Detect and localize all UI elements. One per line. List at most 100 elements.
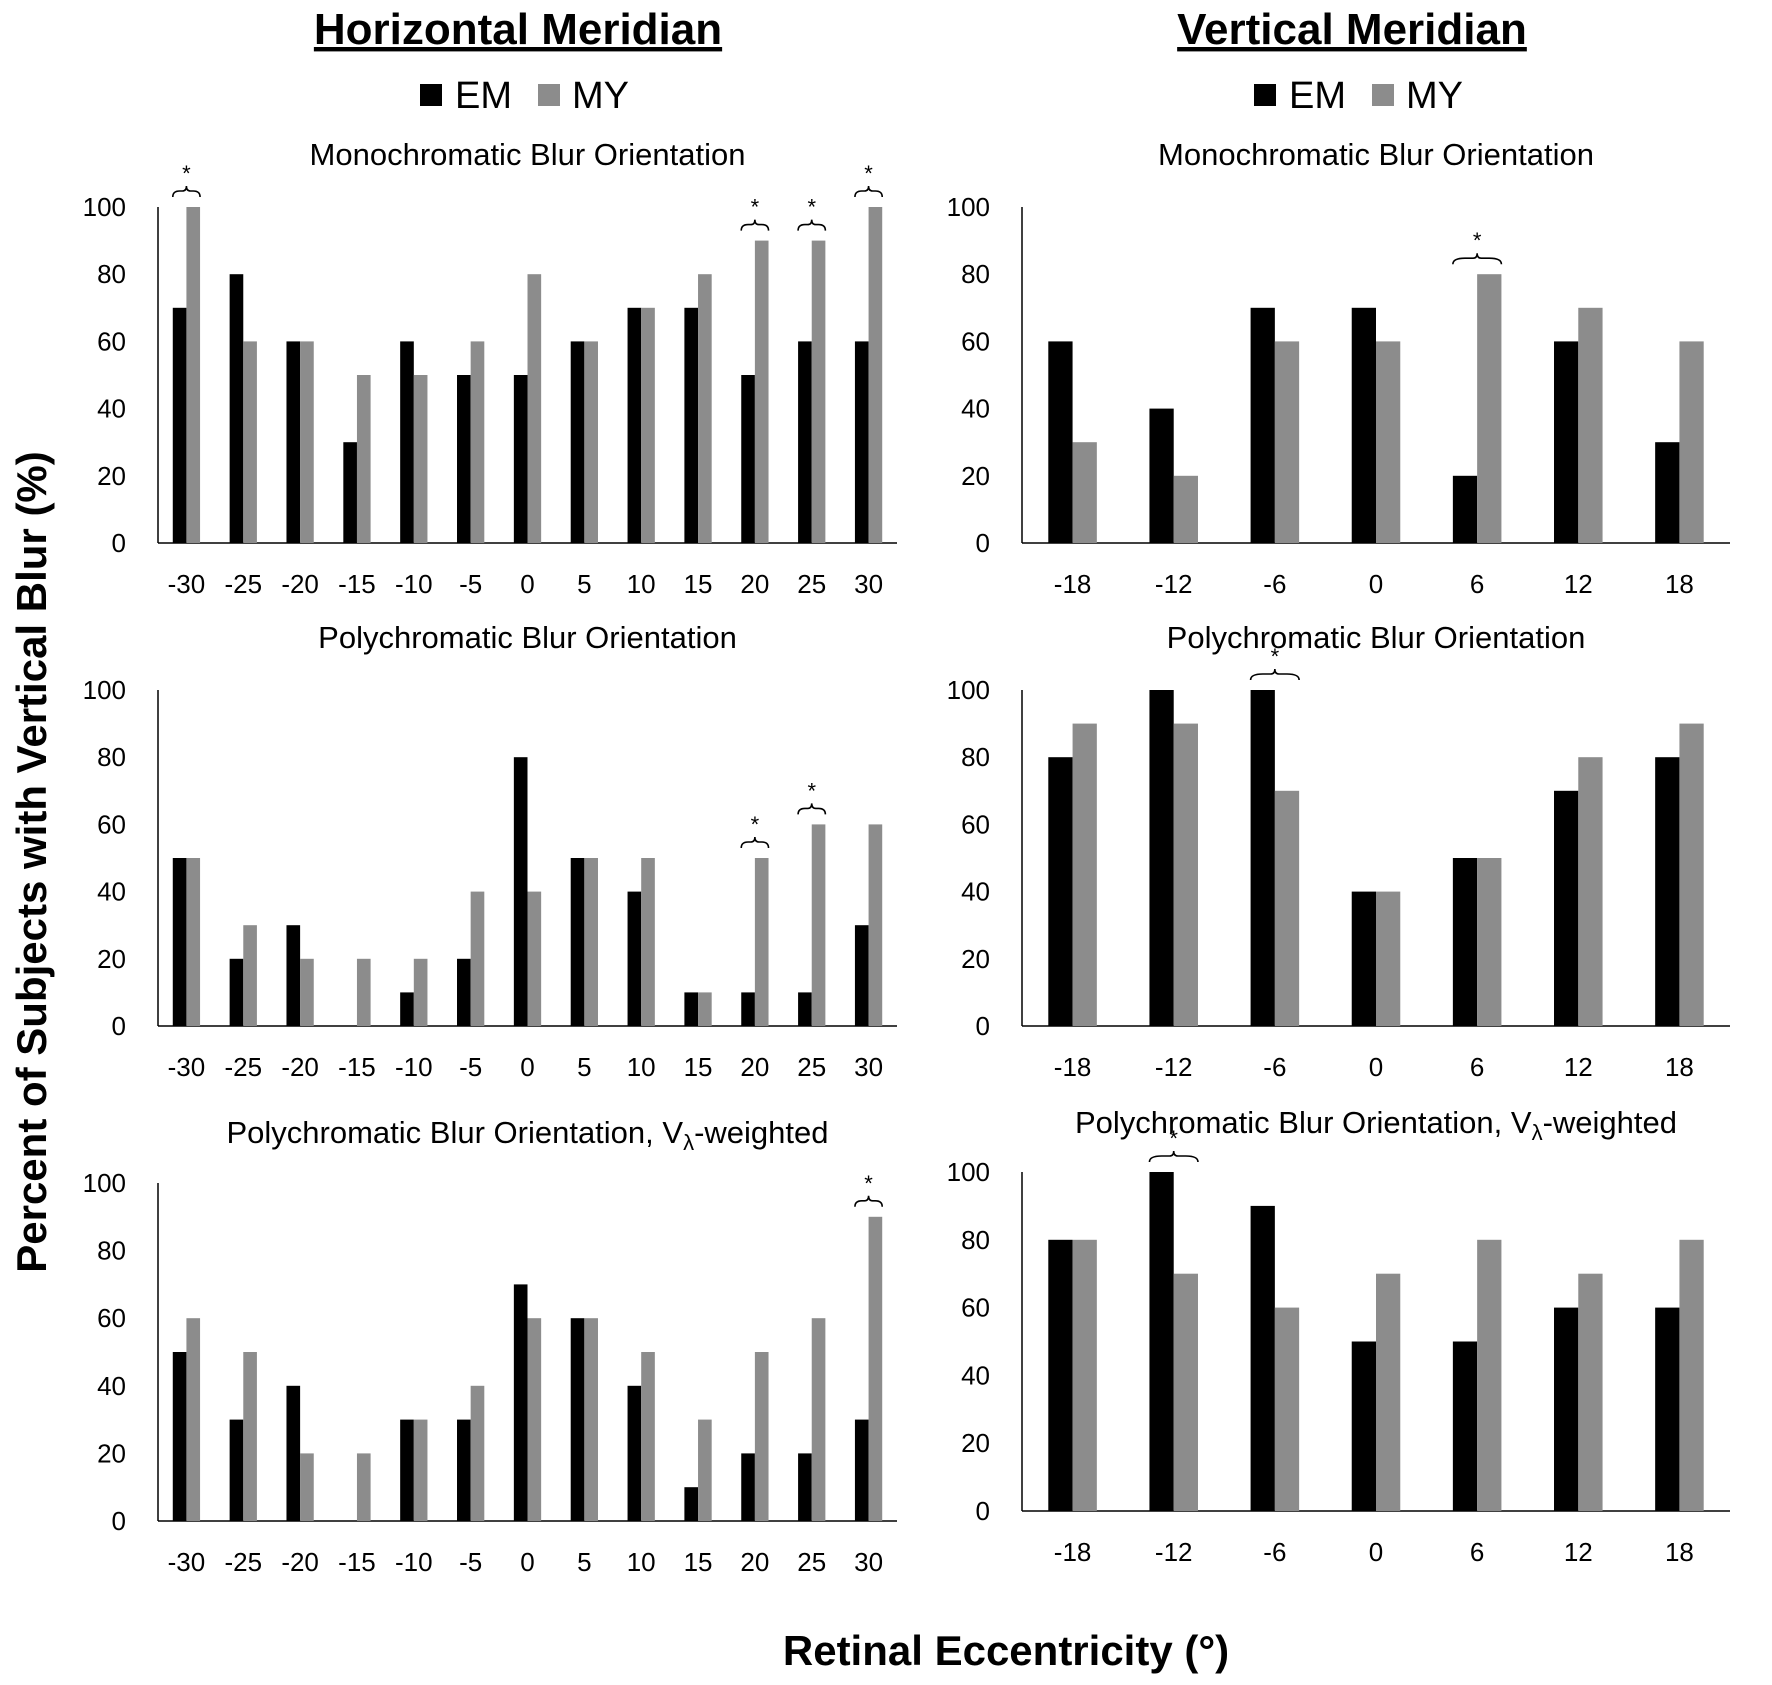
bar-em (854, 341, 869, 543)
y-tick-label: 20 (961, 944, 990, 974)
significance-star: * (864, 161, 873, 186)
x-tick-label: 25 (797, 1547, 826, 1577)
significance-star: * (751, 195, 760, 220)
significance-brace (1452, 253, 1503, 265)
x-tick-label: 12 (1564, 1537, 1593, 1567)
bar-em (513, 375, 528, 543)
y-tick-label: 20 (961, 1428, 990, 1458)
bar-my (1072, 1239, 1097, 1511)
x-tick-label: -12 (1155, 1537, 1193, 1567)
significance-brace (171, 185, 201, 198)
y-tick-label: 40 (97, 1371, 126, 1401)
bar-em (1554, 1307, 1579, 1511)
significance-star: * (807, 778, 816, 803)
panel-title: Monochromatic Blur Orientation (1158, 137, 1594, 172)
chart-panel-4: Polychromatic Blur Orientation0204060801… (947, 620, 1730, 1082)
significance-brace (854, 1195, 884, 1207)
x-tick-label: -10 (395, 1052, 433, 1082)
x-tick-label: -20 (281, 569, 319, 599)
legend-swatch-em (420, 84, 442, 106)
bar-my (811, 240, 826, 543)
bar-my (1173, 475, 1198, 543)
y-tick-label: 0 (976, 528, 990, 558)
bar-my (1072, 723, 1097, 1026)
bar-em (570, 858, 585, 1026)
bar-em (854, 925, 869, 1026)
x-tick-label: 6 (1470, 1052, 1484, 1082)
bar-em (1351, 1341, 1376, 1511)
bar-my (584, 341, 598, 543)
bar-em (741, 992, 755, 1026)
bar-em (627, 307, 642, 543)
legend-label-em: EM (1289, 75, 1346, 117)
bar-em (1149, 690, 1174, 1026)
legend-swatch-em (1254, 84, 1276, 106)
x-tick-label: -10 (395, 569, 433, 599)
y-tick-label: 60 (961, 326, 990, 356)
x-tick-label: 6 (1470, 1537, 1484, 1567)
bar-em (513, 757, 528, 1026)
bar-em (400, 341, 414, 543)
bar-em (1149, 1172, 1174, 1511)
bar-my (1274, 790, 1300, 1026)
bar-my (754, 858, 769, 1026)
y-tick-label: 60 (97, 326, 126, 356)
x-tick-label: 10 (627, 1547, 656, 1577)
bar-em (1655, 1307, 1680, 1511)
panel-title: Polychromatic Blur Orientation (1167, 620, 1586, 655)
x-tick-label: 5 (577, 1547, 591, 1577)
bar-my (413, 958, 428, 1026)
x-tick-label: -20 (281, 1052, 319, 1082)
x-tick-label: 20 (740, 569, 769, 599)
bar-my (1376, 341, 1401, 543)
x-tick-label: 0 (520, 569, 534, 599)
bar-my (243, 341, 257, 543)
x-tick-label: 5 (577, 569, 591, 599)
bar-my (698, 1419, 712, 1521)
x-tick-label: -15 (338, 569, 376, 599)
y-tick-label: 60 (97, 1303, 126, 1333)
x-tick-label: 0 (520, 1547, 534, 1577)
bar-my (1376, 1273, 1401, 1511)
x-tick-label: 0 (1369, 569, 1383, 599)
chart-panel-3: Polychromatic Blur Orientation 0 20 40 60 80 1… (83, 620, 897, 1082)
bar-em (457, 958, 471, 1026)
significance-star: * (1169, 1126, 1178, 1151)
bar-em (1250, 307, 1275, 543)
panel-title: Monochromatic Blur Orientation (310, 137, 746, 172)
y-tick-label: 20 (97, 944, 126, 974)
bar-my (868, 207, 883, 543)
bar-my (300, 958, 314, 1026)
y-tick-label: 0 (112, 1011, 126, 1041)
bar-em (172, 1352, 187, 1521)
x-tick-label: 5 (577, 1052, 591, 1082)
x-tick-label: 18 (1665, 1537, 1694, 1567)
y-tick-label: 100 (83, 192, 126, 222)
bar-em (229, 1419, 244, 1521)
legend-label-my: MY (1406, 75, 1463, 117)
x-tick-label: -5 (459, 569, 482, 599)
chart-panel-1: Monochromatic Blur Orientation 0 20 40 60 80 1… (83, 137, 897, 599)
significance-brace (797, 219, 827, 231)
y-tick-label: 100 (83, 675, 126, 705)
bar-em (1149, 408, 1174, 543)
legend-label-my: MY (572, 75, 629, 117)
bar-em (1452, 1341, 1478, 1511)
bar-em (684, 307, 699, 543)
bar-my (470, 341, 485, 543)
bar-em (798, 341, 812, 543)
significance-brace (854, 185, 884, 198)
bar-my (1274, 1307, 1300, 1511)
x-tick-label: -6 (1263, 1052, 1286, 1082)
chart-panel-6: Polychromatic Blur Orientation, Vλ-weigh… (947, 1105, 1730, 1567)
x-tick-label: 30 (854, 1052, 883, 1082)
significance-star: * (1271, 644, 1280, 669)
bar-my (527, 891, 542, 1026)
legend-right: EM MY (1254, 75, 1463, 117)
bar-em (286, 925, 301, 1026)
significance-star: * (182, 161, 191, 186)
bar-my (186, 1318, 201, 1521)
bar-em (741, 375, 755, 543)
y-tick-label: 40 (97, 394, 126, 424)
